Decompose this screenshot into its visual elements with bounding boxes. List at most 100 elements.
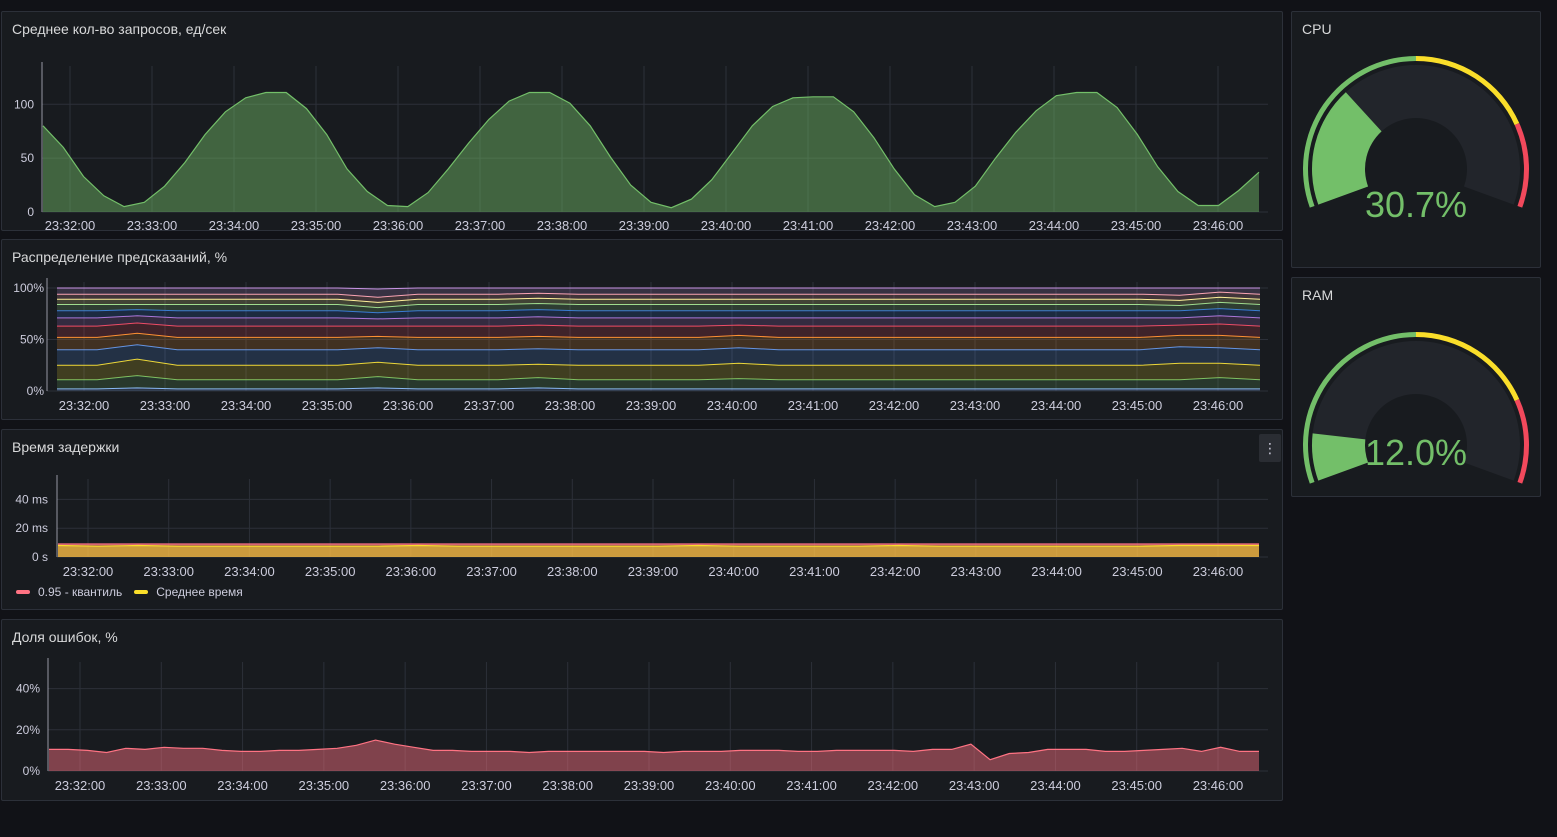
- ram-panel: RAM 12.0%: [1291, 277, 1541, 497]
- legend-swatch: [134, 590, 149, 594]
- x-tick-label: 23:33:00: [140, 398, 191, 413]
- x-tick-label: 23:42:00: [868, 778, 919, 793]
- x-tick-label: 23:32:00: [59, 398, 110, 413]
- x-tick-label: 23:45:00: [1112, 398, 1163, 413]
- x-tick-label: 23:37:00: [461, 778, 512, 793]
- panel-title[interactable]: Среднее кол-во запросов, ед/сек: [12, 21, 227, 37]
- x-tick-label: 23:34:00: [209, 218, 260, 231]
- x-tick-label: 23:34:00: [224, 564, 275, 579]
- y-tick-label: 0 s: [32, 550, 48, 564]
- predictions-panel: Распределение предсказаний, % 0% 50% 100% 2…: [1, 239, 1283, 420]
- x-tick-label: 23:36:00: [386, 564, 437, 579]
- x-tick-label: 23:40:00: [701, 218, 752, 231]
- x-tick-label: 23:42:00: [869, 398, 920, 413]
- x-tick-label: 23:40:00: [705, 778, 756, 793]
- legend: 0.95 - квантиль Среднее время: [16, 585, 243, 599]
- series-line: [42, 91, 1260, 209]
- x-tick-label: 23:39:00: [626, 398, 677, 413]
- series-area: [58, 545, 1259, 557]
- panel-title[interactable]: Доля ошибок, %: [12, 629, 118, 645]
- x-tick-label: 23:33:00: [143, 564, 194, 579]
- series-area: [57, 375, 1260, 389]
- gauge-value: 12.0%: [1364, 432, 1468, 473]
- x-tick-label: 23:40:00: [707, 398, 758, 413]
- x-tick-label: 23:41:00: [783, 218, 834, 231]
- x-tick-label: 23:36:00: [380, 778, 431, 793]
- legend-item-quantile[interactable]: 0.95 - квантиль: [16, 585, 122, 599]
- x-tick-label: 23:41:00: [789, 564, 840, 579]
- y-tick-label: 0: [27, 205, 34, 219]
- x-tick-label: 23:39:00: [619, 218, 670, 231]
- x-tick-label: 23:37:00: [455, 218, 506, 231]
- x-tick-label: 23:46:00: [1193, 398, 1244, 413]
- series-line: [57, 322, 1261, 327]
- legend-label: Среднее время: [156, 585, 243, 599]
- gauge-threshold-band: [1416, 56, 1520, 126]
- x-tick-label: 23:33:00: [127, 218, 178, 231]
- x-tick-label: 23:44:00: [1030, 778, 1081, 793]
- x-tick-label: 23:44:00: [1029, 218, 1080, 231]
- x-tick-label: 23:39:00: [628, 564, 679, 579]
- errors-chart: 0% 20% 40% 23:32:00 23:33:00 23:34:00 23:35:00…: [16, 658, 1268, 793]
- x-tick-label: 23:41:00: [788, 398, 839, 413]
- x-tick-label: 23:38:00: [547, 564, 598, 579]
- more-vertical-icon: ⋮: [1263, 439, 1277, 456]
- cpu-gauge: [1303, 56, 1529, 208]
- x-tick-label: 23:42:00: [870, 564, 921, 579]
- y-tick-label: 50%: [20, 333, 44, 347]
- y-tick-label: 0%: [27, 384, 45, 398]
- cpu-panel: CPU 30.7%: [1291, 11, 1541, 268]
- y-tick-label: 100%: [13, 281, 44, 295]
- x-tick-label: 23:46:00: [1193, 778, 1244, 793]
- x-tick-label: 23:43:00: [947, 218, 998, 231]
- panel-title[interactable]: Распределение предсказаний, %: [12, 249, 228, 265]
- panel-menu-button[interactable]: ⋮: [1259, 434, 1281, 462]
- predictions-chart: 0% 50% 100% 23:32:00 23:33:00 23:34:00 23:35:0…: [13, 278, 1268, 413]
- latency-panel: Время задержки ⋮ 0 s 20 ms 40 ms 23:32:00 23…: [1, 429, 1283, 610]
- series-area: [57, 323, 1260, 338]
- y-tick-label: 20%: [16, 723, 40, 737]
- series-line: [57, 287, 1260, 290]
- y-tick-label: 0%: [23, 764, 41, 778]
- series-line: [57, 291, 1261, 298]
- x-tick-label: 23:36:00: [383, 398, 434, 413]
- x-tick-label: 23:38:00: [545, 398, 596, 413]
- series-line: [57, 296, 1261, 303]
- x-tick-label: 23:41:00: [786, 778, 837, 793]
- gauge-value: 30.7%: [1364, 184, 1468, 225]
- series-line: [57, 332, 1261, 338]
- series-line: [57, 544, 1259, 547]
- x-tick-label: 23:36:00: [373, 218, 424, 231]
- x-tick-label: 23:34:00: [221, 398, 272, 413]
- latency-chart: 0 s 20 ms 40 ms 23:32:00 23:33:00 23:34:00 23:…: [15, 475, 1268, 579]
- series-line: [57, 308, 1261, 314]
- x-tick-label: 23:35:00: [299, 778, 350, 793]
- series-area: [57, 297, 1260, 308]
- x-tick-label: 23:32:00: [45, 218, 96, 231]
- series-area: [43, 92, 1259, 212]
- series-area: [57, 288, 1260, 298]
- x-tick-label: 23:40:00: [708, 564, 759, 579]
- errors-panel: Доля ошибок, % 0% 20% 40% 23:32:00 23:33:00 2…: [1, 619, 1283, 801]
- x-tick-label: 23:43:00: [949, 778, 1000, 793]
- x-tick-label: 23:35:00: [302, 398, 353, 413]
- x-tick-label: 23:45:00: [1111, 218, 1162, 231]
- series-line: [49, 739, 1259, 761]
- panel-title[interactable]: RAM: [1302, 287, 1334, 303]
- x-tick-label: 23:46:00: [1193, 218, 1244, 231]
- series-line: [57, 301, 1261, 309]
- x-tick-label: 23:34:00: [217, 778, 268, 793]
- x-tick-label: 23:33:00: [136, 778, 187, 793]
- gauge-threshold-band: [1416, 332, 1520, 402]
- x-tick-label: 23:46:00: [1193, 564, 1244, 579]
- panel-title[interactable]: Время задержки: [12, 439, 120, 455]
- x-tick-label: 23:43:00: [951, 564, 1002, 579]
- x-tick-label: 23:44:00: [1031, 564, 1082, 579]
- y-tick-label: 40 ms: [15, 492, 48, 506]
- gauge-value-arc: [1312, 92, 1382, 205]
- y-tick-label: 100: [14, 97, 34, 111]
- legend-item-mean[interactable]: Среднее время: [134, 585, 243, 599]
- panel-title[interactable]: CPU: [1302, 21, 1332, 37]
- x-tick-label: 23:32:00: [63, 564, 114, 579]
- x-tick-label: 23:37:00: [464, 398, 515, 413]
